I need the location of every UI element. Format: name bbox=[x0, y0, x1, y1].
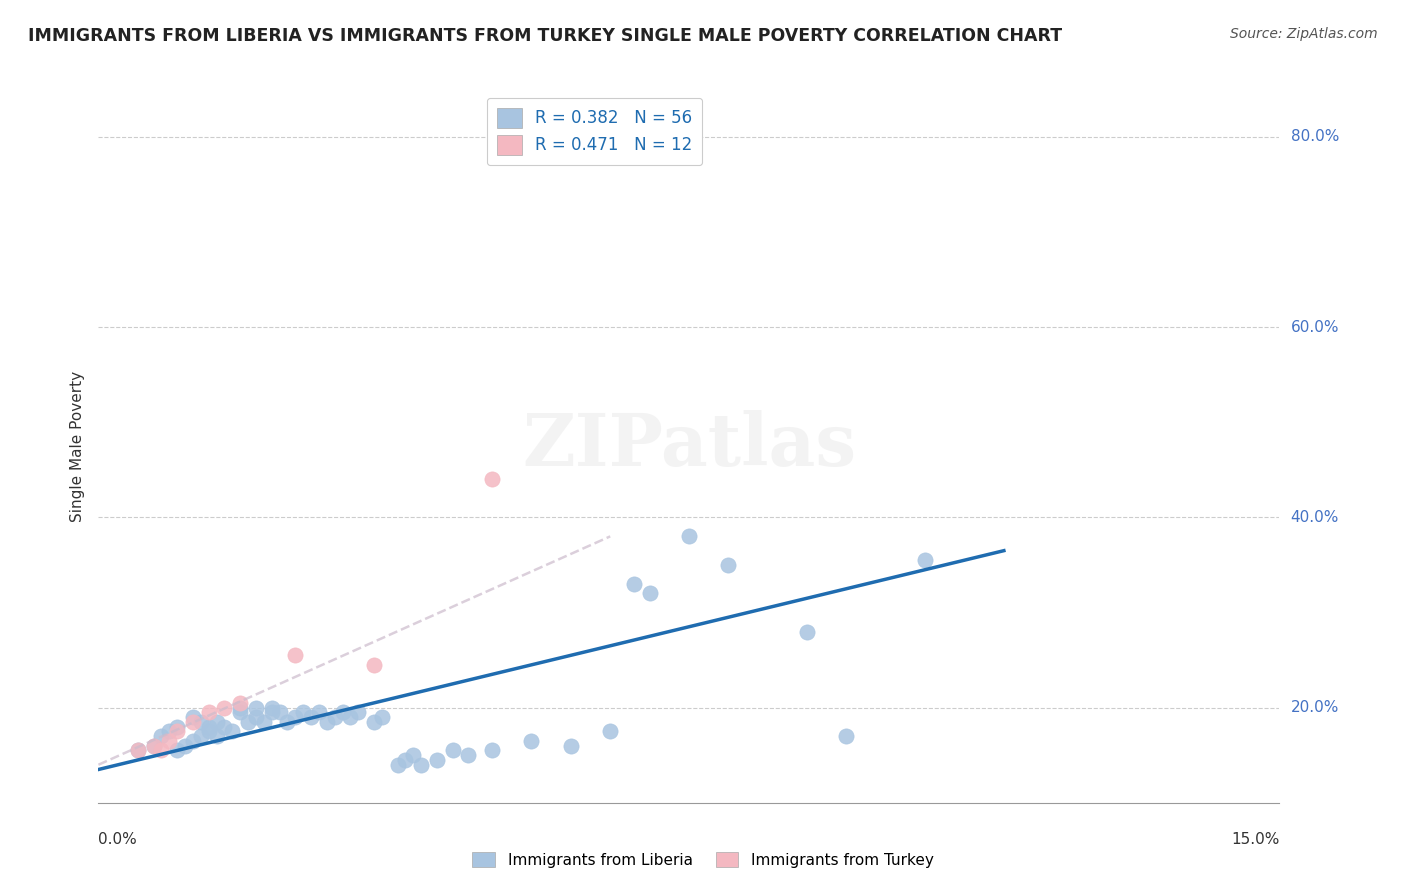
Point bbox=[127, 743, 149, 757]
Point bbox=[347, 706, 370, 720]
Point bbox=[260, 700, 283, 714]
Point bbox=[796, 624, 818, 639]
Point bbox=[481, 743, 503, 757]
Point bbox=[245, 700, 267, 714]
Y-axis label: Single Male Poverty: Single Male Poverty bbox=[69, 370, 84, 522]
Point bbox=[717, 558, 740, 572]
Point bbox=[197, 706, 219, 720]
Point bbox=[363, 714, 385, 729]
Point bbox=[560, 739, 582, 753]
Point bbox=[363, 657, 385, 672]
Point bbox=[142, 739, 165, 753]
Text: 15.0%: 15.0% bbox=[1232, 832, 1279, 847]
Point bbox=[205, 729, 228, 743]
Point bbox=[197, 724, 219, 739]
Point bbox=[214, 700, 236, 714]
Point bbox=[205, 714, 228, 729]
Text: IMMIGRANTS FROM LIBERIA VS IMMIGRANTS FROM TURKEY SINGLE MALE POVERTY CORRELATIO: IMMIGRANTS FROM LIBERIA VS IMMIGRANTS FR… bbox=[28, 27, 1063, 45]
Point bbox=[299, 710, 322, 724]
Point bbox=[181, 734, 204, 748]
Point bbox=[174, 739, 197, 753]
Point bbox=[157, 734, 180, 748]
Point bbox=[150, 729, 173, 743]
Text: ZIPatlas: ZIPatlas bbox=[522, 410, 856, 482]
Point bbox=[371, 710, 394, 724]
Point bbox=[394, 753, 416, 767]
Point bbox=[441, 743, 464, 757]
Legend: Immigrants from Liberia, Immigrants from Turkey: Immigrants from Liberia, Immigrants from… bbox=[465, 844, 941, 875]
Point bbox=[914, 553, 936, 567]
Point bbox=[426, 753, 449, 767]
Point bbox=[142, 739, 165, 753]
Point bbox=[236, 714, 259, 729]
Point bbox=[166, 743, 188, 757]
Point bbox=[269, 706, 291, 720]
Point bbox=[315, 714, 337, 729]
Point bbox=[332, 706, 354, 720]
Point bbox=[260, 706, 283, 720]
Point bbox=[181, 714, 204, 729]
Text: 80.0%: 80.0% bbox=[1291, 129, 1339, 145]
Legend: R = 0.382   N = 56, R = 0.471   N = 12: R = 0.382 N = 56, R = 0.471 N = 12 bbox=[486, 97, 702, 165]
Point bbox=[457, 748, 479, 763]
Point bbox=[339, 710, 361, 724]
Point bbox=[157, 724, 180, 739]
Point bbox=[150, 743, 173, 757]
Point bbox=[197, 720, 219, 734]
Text: 20.0%: 20.0% bbox=[1291, 700, 1339, 715]
Point bbox=[229, 706, 252, 720]
Point bbox=[323, 710, 346, 724]
Point bbox=[229, 700, 252, 714]
Text: Source: ZipAtlas.com: Source: ZipAtlas.com bbox=[1230, 27, 1378, 41]
Point bbox=[253, 714, 276, 729]
Point bbox=[284, 648, 307, 663]
Point bbox=[214, 720, 236, 734]
Point bbox=[127, 743, 149, 757]
Point bbox=[599, 724, 621, 739]
Point bbox=[190, 729, 212, 743]
Point bbox=[638, 586, 661, 600]
Point bbox=[678, 529, 700, 543]
Point bbox=[520, 734, 543, 748]
Point bbox=[411, 757, 433, 772]
Text: 60.0%: 60.0% bbox=[1291, 319, 1339, 334]
Point bbox=[221, 724, 243, 739]
Point bbox=[481, 472, 503, 486]
Text: 0.0%: 0.0% bbox=[98, 832, 138, 847]
Point bbox=[623, 577, 645, 591]
Text: 40.0%: 40.0% bbox=[1291, 510, 1339, 524]
Point bbox=[835, 729, 858, 743]
Point bbox=[308, 706, 330, 720]
Point bbox=[387, 757, 409, 772]
Point bbox=[166, 724, 188, 739]
Point bbox=[190, 714, 212, 729]
Point bbox=[229, 696, 252, 710]
Point bbox=[166, 720, 188, 734]
Point bbox=[276, 714, 298, 729]
Point bbox=[292, 706, 315, 720]
Point bbox=[181, 710, 204, 724]
Point bbox=[402, 748, 425, 763]
Point bbox=[245, 710, 267, 724]
Point bbox=[284, 710, 307, 724]
